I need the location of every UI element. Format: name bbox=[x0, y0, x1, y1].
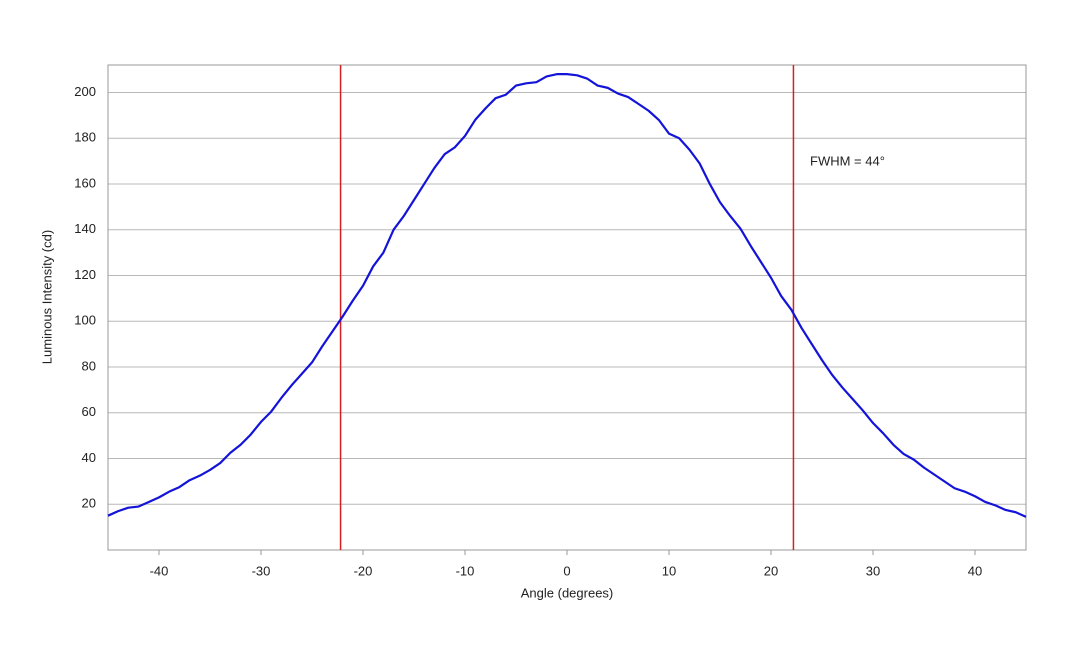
data-line bbox=[107, 73, 1027, 518]
x-tick-label: 0 bbox=[563, 563, 570, 578]
y-tick-label: 140 bbox=[74, 221, 96, 236]
y-tick-label: 40 bbox=[82, 450, 96, 465]
annotation: FWHM = 44° bbox=[810, 153, 885, 168]
x-tick-label: 10 bbox=[662, 563, 676, 578]
y-axis-label: Luminous Intensity (cd) bbox=[39, 230, 54, 364]
y-tick-label: 160 bbox=[74, 175, 96, 190]
x-tick-label: -30 bbox=[252, 563, 271, 578]
x-tick-label: 40 bbox=[968, 563, 982, 578]
x-axis-label: Angle (degrees) bbox=[521, 585, 614, 600]
x-tick-label: -40 bbox=[150, 563, 169, 578]
x-tick-label: -20 bbox=[354, 563, 373, 578]
y-tick-label: 100 bbox=[74, 313, 96, 328]
x-tick-label: 30 bbox=[866, 563, 880, 578]
x-tick-label: -10 bbox=[456, 563, 475, 578]
y-tick-label: 180 bbox=[74, 130, 96, 145]
y-tick-label: 120 bbox=[74, 267, 96, 282]
x-tick-label: 20 bbox=[764, 563, 778, 578]
y-tick-label: 80 bbox=[82, 358, 96, 373]
y-tick-label: 60 bbox=[82, 404, 96, 419]
y-tick-label: 20 bbox=[82, 496, 96, 511]
y-tick-label: 200 bbox=[74, 84, 96, 99]
